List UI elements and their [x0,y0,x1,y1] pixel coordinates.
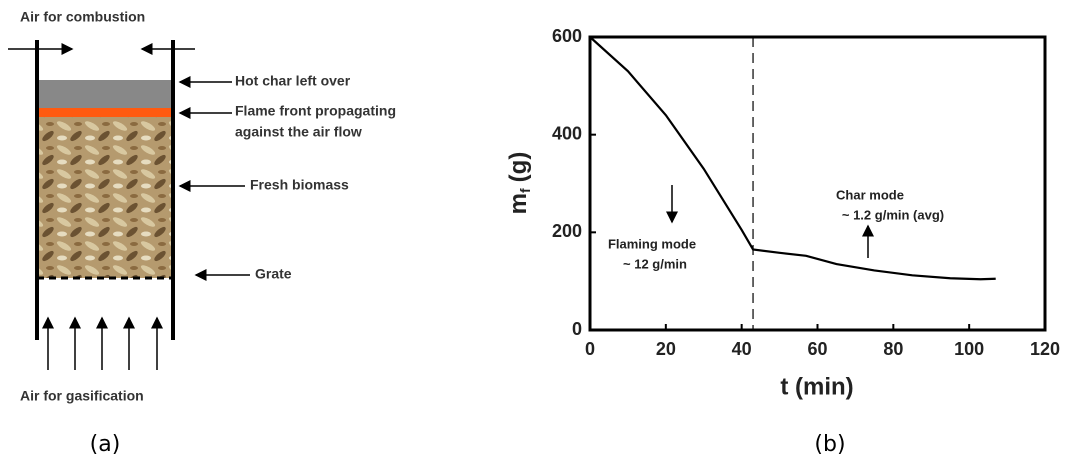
reactor-diagram: Air for combustion Hot char left over Fl… [8,9,396,457]
flame-front [37,108,173,117]
biomass [37,117,173,278]
y-label-sub: f [517,188,533,193]
label: Hot char left over [235,73,351,89]
x-tick-label: 40 [732,339,752,359]
y-tick-label: 0 [572,319,582,339]
label: against the air flow [235,124,362,140]
char-layer [37,80,173,108]
label: Fresh biomass [250,177,349,193]
y-tick-label: 400 [552,123,582,143]
y-label-main: m [505,193,532,214]
page: {"diagram": { "top_label": "Air for comb… [0,0,1066,463]
x-tick-label: 60 [807,339,827,359]
x-tick-label: 100 [954,339,984,359]
annotation: Flaming mode [608,236,696,251]
y-label-unit: (g) [505,152,532,183]
y-tick-label: 200 [552,221,582,241]
y-axis-label: mf (g) [505,152,532,215]
x-axis-label: t (min) [780,373,853,400]
figure: Air for combustion Hot char left over Fl… [0,0,1066,463]
plot-frame [590,37,1045,330]
annotation: Char mode [836,187,904,202]
x-tick-label: 80 [883,339,903,359]
caption: (a) [90,432,121,457]
label: Grate [255,266,292,282]
caption: (b) [814,432,845,457]
x-tick-label: 20 [656,339,676,359]
x-tick-label: 120 [1030,339,1060,359]
label: Air for combustion [20,9,145,25]
label: Flame front propagating [235,103,396,119]
x-tick-label: 0 [585,339,595,359]
annotation: ~ 12 g/min [623,256,687,271]
y-tick-label: 600 [552,26,582,46]
label: Air for gasification [20,388,144,404]
annotation: ~ 1.2 g/min (avg) [842,207,944,222]
